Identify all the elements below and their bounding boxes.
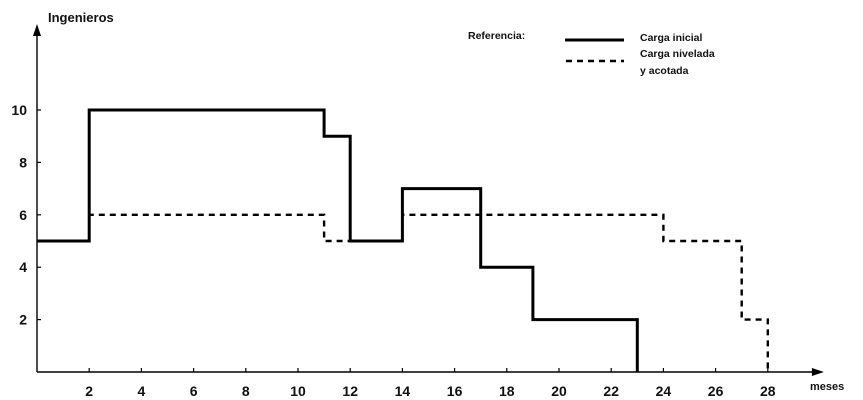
x-tick-label: 8	[242, 383, 250, 399]
series-line-carga-inicial	[37, 108, 639, 372]
x-tick-label: 22	[603, 383, 619, 399]
x-tick-label: 14	[395, 383, 411, 399]
y-axis-arrow	[33, 24, 41, 36]
axes	[33, 24, 824, 376]
series-layer	[37, 108, 769, 372]
x-tick-label: 28	[760, 383, 776, 399]
legend-title: Referencia:	[468, 30, 525, 42]
legend-label-carga-inicial: Carga inicial	[640, 32, 703, 44]
x-tick-label: 4	[138, 383, 146, 399]
y-tick-label: 10	[11, 102, 27, 118]
x-tick-label: 10	[290, 383, 306, 399]
series-line-carga-nivelada	[37, 213, 769, 372]
legend-label-carga-nivelada: Carga nivelada	[640, 48, 715, 60]
y-tick-label: 6	[19, 207, 27, 223]
legend: Referencia: Carga inicial Carga nivelada…	[468, 30, 715, 77]
x-axis-label: meses	[810, 381, 844, 393]
x-tick-label: 2	[85, 383, 93, 399]
x-tick-label: 18	[499, 383, 515, 399]
x-tick-label: 24	[656, 383, 672, 399]
y-axis-label: Ingenieros	[48, 10, 114, 25]
y-tick-label: 8	[19, 154, 27, 170]
x-tick-label: 16	[447, 383, 463, 399]
x-tick-label: 20	[551, 383, 567, 399]
y-tick-label: 4	[19, 259, 27, 275]
y-tick-label: 2	[19, 312, 27, 328]
legend-label-y-acotada: y acotada	[640, 65, 689, 77]
x-axis-arrow	[811, 368, 824, 376]
x-tick-label: 6	[190, 383, 198, 399]
x-tick-label: 26	[708, 383, 724, 399]
x-tick-label: 12	[342, 383, 358, 399]
